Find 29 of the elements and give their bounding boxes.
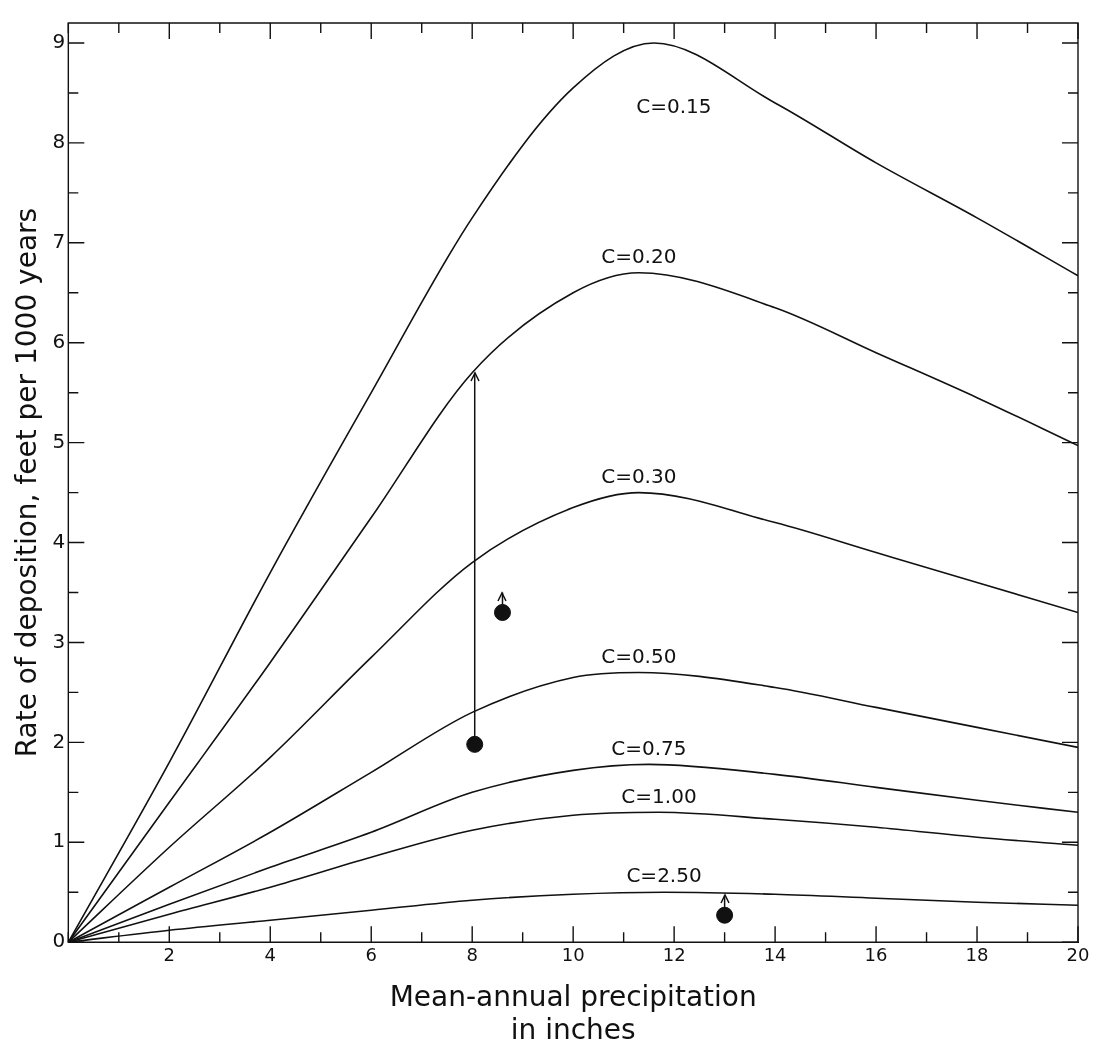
x-tick-label: 16 xyxy=(864,943,888,965)
series-label: C=1.00 xyxy=(621,783,697,808)
x-tick-label: 10 xyxy=(561,943,585,965)
y-tick-label: 7 xyxy=(52,229,66,254)
series-label: C=0.20 xyxy=(601,243,677,268)
y-tick-label: 4 xyxy=(52,528,66,553)
x-tick-label: 4 xyxy=(264,943,276,965)
x-tick-label: 18 xyxy=(965,943,989,965)
x-tick-label: 12 xyxy=(662,943,686,965)
x-tick-label: 8 xyxy=(466,943,478,965)
x-tick-label: 2 xyxy=(163,943,176,965)
y-axis-title: Rate of deposition, feet per 1000 years xyxy=(10,207,44,758)
x-tick-label: 14 xyxy=(763,943,787,965)
series-label: C=2.50 xyxy=(626,863,702,888)
series-label: C=0.30 xyxy=(601,463,677,488)
y-tick-label: 5 xyxy=(52,428,66,453)
y-tick-label: 0 xyxy=(52,928,66,953)
x-tick-label: 6 xyxy=(365,943,377,965)
y-tick-label: 8 xyxy=(52,129,66,154)
x-axis-title: Mean-annual precipitation in inches xyxy=(389,979,757,1047)
series-label: C=0.15 xyxy=(636,94,712,119)
y-tick-label: 3 xyxy=(52,628,66,653)
y-tick-label: 6 xyxy=(52,328,66,353)
y-tick-label: 2 xyxy=(52,728,66,753)
series-label: C=0.50 xyxy=(601,643,677,668)
y-tick-label: 9 xyxy=(52,29,66,54)
x-tick-label: 20 xyxy=(1066,943,1090,965)
series-label: C=0.75 xyxy=(611,735,687,760)
y-tick-label: 1 xyxy=(52,828,66,853)
